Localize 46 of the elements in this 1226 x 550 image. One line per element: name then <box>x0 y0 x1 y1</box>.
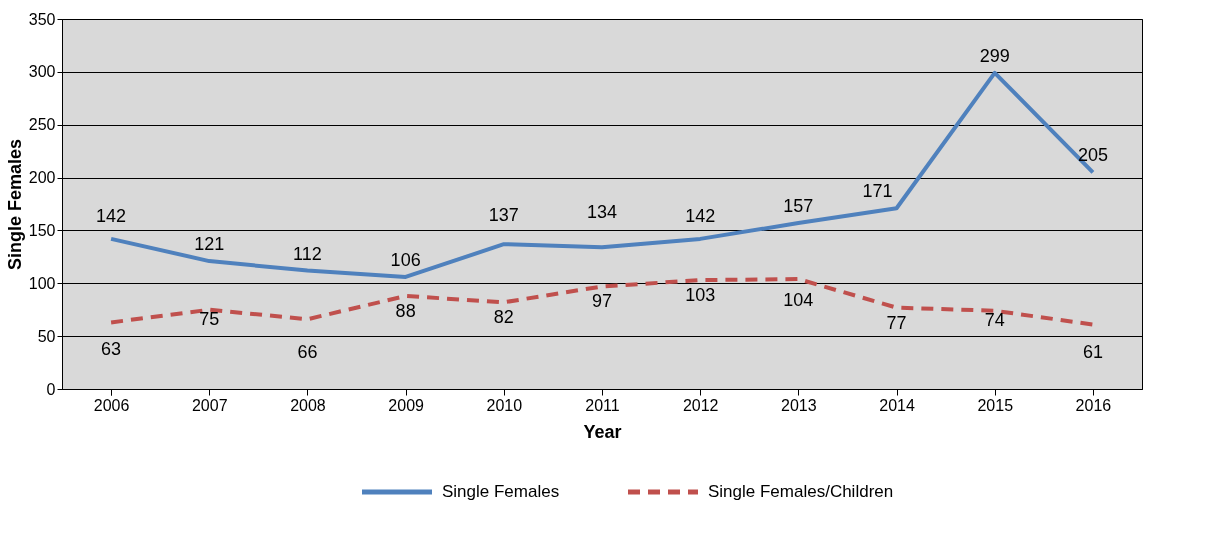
x-tick-label: 2012 <box>682 396 719 414</box>
data-label: 103 <box>685 285 716 306</box>
data-label: 157 <box>783 196 814 217</box>
data-label: 134 <box>586 202 618 223</box>
x-tick-label: 2007 <box>191 396 228 414</box>
line-series <box>109 277 1095 327</box>
data-label: 77 <box>886 312 907 333</box>
y-tick-label: 350 <box>28 10 56 28</box>
x-tick-label: 2006 <box>93 396 130 414</box>
data-label: 142 <box>685 205 716 226</box>
y-tick-label: 300 <box>28 63 56 81</box>
y-tick-label: 150 <box>28 221 56 239</box>
data-label: 74 <box>984 309 1005 330</box>
legend-label: Single Females <box>442 482 560 501</box>
data-label: 75 <box>199 308 220 329</box>
data-label: 82 <box>493 307 514 328</box>
data-label: 88 <box>395 300 416 321</box>
data-label: 205 <box>1077 145 1108 166</box>
y-tick-label: 50 <box>37 327 56 345</box>
x-tick-label: 2013 <box>781 396 817 414</box>
x-tick-label: 2015 <box>977 396 1014 414</box>
data-label: 106 <box>390 249 421 270</box>
x-tick-label: 2008 <box>290 396 326 414</box>
data-label: 63 <box>101 339 122 360</box>
data-label: 142 <box>96 205 127 226</box>
data-label: 299 <box>979 45 1010 66</box>
x-tick-label: 2010 <box>486 396 523 414</box>
data-label: 121 <box>194 234 225 255</box>
x-axis-title: Year <box>583 421 622 442</box>
data-label: 97 <box>591 291 613 312</box>
data-label: 112 <box>293 243 322 264</box>
x-tick-label: 2014 <box>879 396 915 414</box>
y-tick-label: 0 <box>46 380 56 398</box>
data-label: 104 <box>783 290 814 311</box>
x-tick-label: 2016 <box>1075 396 1112 414</box>
x-tick-label: 2009 <box>388 396 425 414</box>
y-axis-title: Single Females <box>4 138 25 271</box>
x-tick-label: 2011 <box>585 396 620 414</box>
legend-label: Single Females/Children <box>708 482 894 501</box>
y-tick-label: 200 <box>28 169 56 187</box>
y-tick-label: 100 <box>28 274 56 292</box>
data-label: 171 <box>862 181 893 202</box>
data-label: 61 <box>1082 341 1103 362</box>
data-label: 137 <box>488 205 519 226</box>
y-tick-label: 250 <box>28 116 56 134</box>
data-label: 66 <box>297 342 318 363</box>
